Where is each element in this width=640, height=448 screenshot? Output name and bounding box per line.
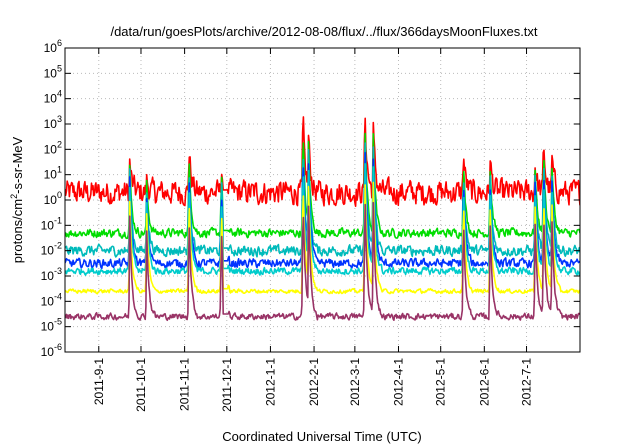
y-axis-label-prefix: protons/cm (10, 199, 25, 263)
y-tick-base: 10 (41, 269, 55, 283)
y-tick-label: 102 (44, 139, 62, 156)
x-tick-label: 2012-7-1 (520, 358, 534, 406)
x-tick-label: 2012-3-1 (348, 358, 362, 406)
y-tick-exponent: 1 (57, 165, 62, 175)
x-tick-label: 2011-11-1 (178, 358, 192, 411)
y-tick-base: 10 (41, 244, 55, 258)
y-tick-label: 10-5 (41, 317, 62, 334)
y-tick-label: 100 (44, 190, 62, 207)
series-line (65, 163, 580, 276)
y-tick-exponent: -6 (54, 342, 62, 352)
y-tick-exponent: 2 (57, 139, 62, 149)
y-axis-label: protons/cm2-s-sr-MeV (9, 136, 25, 263)
x-axis-label: Coordinated Universal Time (UTC) (222, 429, 421, 444)
y-tick-base: 10 (41, 345, 55, 359)
y-tick-base: 10 (44, 142, 58, 156)
y-axis-label-suffix: -s-sr-MeV (10, 136, 25, 193)
y-axis: 10-610-510-410-310-210-11001011021031041… (41, 38, 580, 359)
x-tick-label: 2012-1-1 (263, 358, 277, 406)
x-tick-label: 2012-4-1 (391, 358, 405, 406)
y-tick-base: 10 (44, 193, 58, 207)
x-tick-label: 2011-12-1 (220, 358, 234, 412)
x-axis: 2011-9-1 2011-10-1 2011-11-1 2011-12-1 2012-… (92, 48, 534, 412)
y-tick-exponent: 0 (57, 190, 62, 200)
y-tick-exponent: 3 (57, 114, 62, 124)
y-tick-label: 10-6 (41, 342, 62, 359)
y-tick-base: 10 (44, 41, 58, 55)
y-tick-base: 10 (44, 92, 58, 106)
y-tick-base: 10 (41, 218, 55, 232)
y-tick-label: 103 (44, 114, 62, 131)
y-tick-exponent: -3 (54, 266, 62, 276)
y-tick-base: 10 (44, 66, 58, 80)
y-tick-label: 104 (44, 89, 62, 106)
plot-area (65, 116, 580, 322)
y-tick-exponent: 4 (57, 89, 62, 99)
series-line (65, 116, 580, 207)
y-tick-label: 10-2 (41, 241, 62, 258)
y-tick-label: 10-1 (41, 215, 62, 232)
series-line (65, 132, 580, 240)
y-axis-label-sup: 2 (9, 194, 19, 199)
series-line (65, 142, 580, 258)
y-tick-label: 101 (44, 165, 62, 182)
y-tick-base: 10 (44, 117, 58, 131)
x-tick-label: 2011-9-1 (92, 358, 106, 405)
y-tick-exponent: -4 (54, 291, 62, 301)
y-tick-exponent: -2 (54, 241, 62, 251)
y-tick-base: 10 (41, 294, 55, 308)
y-tick-exponent: 6 (57, 38, 62, 48)
x-tick-label: 2011-10-1 (134, 358, 148, 412)
y-tick-base: 10 (41, 320, 55, 334)
y-tick-exponent: 5 (57, 63, 62, 73)
y-tick-base: 10 (44, 168, 58, 182)
x-tick-label: 2012-6-1 (477, 358, 491, 406)
y-tick-exponent: -1 (54, 215, 62, 225)
chart-title: /data/run/goesPlots/archive/2012-08-08/f… (110, 24, 537, 39)
y-tick-label: 10-3 (41, 266, 62, 283)
y-tick-label: 10-4 (41, 291, 62, 308)
x-tick-label: 2012-2-1 (307, 358, 321, 406)
y-tick-label: 105 (44, 63, 62, 80)
y-tick-exponent: -5 (54, 317, 62, 327)
series-line (65, 201, 580, 322)
y-tick-label: 106 (44, 38, 62, 55)
x-tick-label: 2012-5-1 (434, 358, 448, 406)
series-line (65, 181, 580, 295)
